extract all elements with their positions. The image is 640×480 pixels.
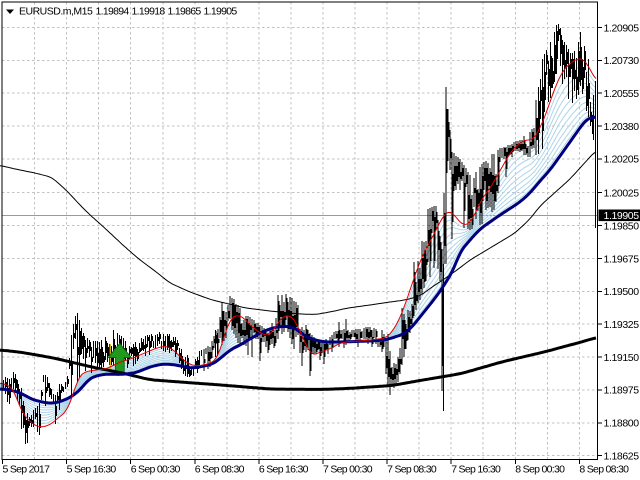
svg-text:6 Sep 00:30: 6 Sep 00:30 <box>131 464 181 476</box>
svg-text:EURUSD.m,M15: EURUSD.m,M15 <box>19 6 93 18</box>
svg-text:1.20380: 1.20380 <box>604 121 640 133</box>
svg-text:1.19325: 1.19325 <box>604 319 640 331</box>
svg-text:1.19905: 1.19905 <box>204 6 238 18</box>
svg-text:1.20905: 1.20905 <box>604 22 640 34</box>
svg-text:7 Sep 16:30: 7 Sep 16:30 <box>451 464 501 476</box>
svg-text:5 Sep 2017: 5 Sep 2017 <box>3 464 51 476</box>
svg-text:1.19905: 1.19905 <box>604 210 640 222</box>
svg-text:1.18625: 1.18625 <box>604 450 640 462</box>
svg-text:1.20555: 1.20555 <box>604 88 640 100</box>
svg-text:1.19500: 1.19500 <box>604 286 640 298</box>
svg-text:1.20730: 1.20730 <box>604 55 640 67</box>
svg-text:1.20025: 1.20025 <box>604 188 640 200</box>
svg-text:7 Sep 00:30: 7 Sep 00:30 <box>323 464 373 476</box>
svg-text:1.19675: 1.19675 <box>604 253 640 265</box>
svg-text:5 Sep 16:30: 5 Sep 16:30 <box>67 464 117 476</box>
svg-text:1.20205: 1.20205 <box>604 154 640 166</box>
svg-text:1.19894: 1.19894 <box>96 6 130 18</box>
svg-text:8 Sep 08:30: 8 Sep 08:30 <box>579 464 629 476</box>
svg-text:6 Sep 16:30: 6 Sep 16:30 <box>259 464 309 476</box>
svg-text:6 Sep 08:30: 6 Sep 08:30 <box>195 464 245 476</box>
svg-text:1.19918: 1.19918 <box>132 6 166 18</box>
svg-text:1.18800: 1.18800 <box>604 418 640 430</box>
svg-text:8 Sep 00:30: 8 Sep 00:30 <box>515 464 565 476</box>
svg-text:1.19850: 1.19850 <box>604 220 640 232</box>
svg-text:1.19150: 1.19150 <box>604 352 640 364</box>
svg-text:7 Sep 08:30: 7 Sep 08:30 <box>387 464 437 476</box>
svg-text:1.19865: 1.19865 <box>168 6 202 18</box>
svg-text:1.18975: 1.18975 <box>604 385 640 397</box>
